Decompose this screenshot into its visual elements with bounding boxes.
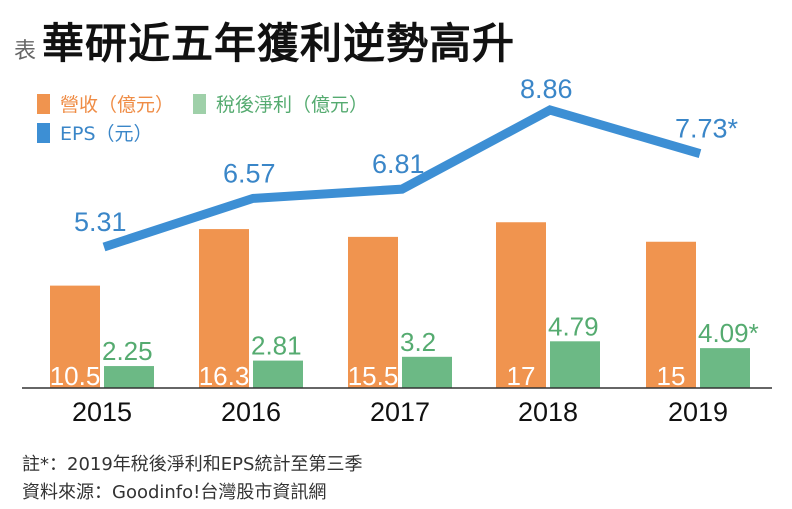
legend-label-net-income: 稅後淨利（億元） <box>216 94 369 116</box>
legend-label-eps: EPS（元） <box>60 123 153 145</box>
title-prefix: 表 <box>14 39 37 64</box>
revenue-bar <box>50 285 100 388</box>
eps-data-label: 5.31 <box>74 207 127 237</box>
net-income-data-label: 2.81 <box>251 331 302 361</box>
footnote: 註*：2019年稅後淨利和EPS統計至第三季 <box>22 454 363 475</box>
revenue-data-label: 10.5 <box>50 361 101 391</box>
legend-item-net-income: 稅後淨利（億元） <box>193 90 368 117</box>
x-tick-label: 2018 <box>518 397 578 427</box>
net-income-bar <box>550 341 600 388</box>
legend-label-revenue: 營收（億元） <box>60 94 175 116</box>
x-tick-label: 2016 <box>221 397 281 427</box>
net-income-data-label: 4.09* <box>698 318 759 348</box>
net-income-data-label: 4.79 <box>548 311 599 341</box>
revenue-bar <box>348 236 398 388</box>
x-tick-label: 2017 <box>370 397 430 427</box>
eps-data-label: 6.81 <box>372 149 425 179</box>
net-income-bar <box>253 360 303 388</box>
legend-swatch-revenue <box>37 93 50 114</box>
net-income-bar <box>700 348 750 388</box>
eps-data-label: 8.86 <box>520 74 573 104</box>
net-income-bar <box>104 366 154 388</box>
revenue-bar <box>646 241 696 388</box>
net-income-data-label: 3.2 <box>400 327 436 357</box>
legend-swatch-net-income <box>193 93 206 114</box>
eps-data-label: 6.57 <box>223 158 276 188</box>
x-tick-label: 2019 <box>668 397 728 427</box>
chart-title: 華研近五年獲利逆勢高升 <box>42 19 516 68</box>
revenue-bar <box>496 222 546 388</box>
source-note: 資料來源：Goodinfo!台灣股市資訊網 <box>22 482 327 503</box>
net-income-data-label: 2.25 <box>102 336 153 366</box>
revenue-data-label: 15.5 <box>348 361 399 391</box>
net-income-bar <box>402 356 452 388</box>
legend-item-revenue: 營收（億元） <box>37 90 174 117</box>
revenue-data-label: 15 <box>657 361 686 391</box>
legend-swatch-eps <box>37 122 50 143</box>
legend-item-eps: EPS（元） <box>37 119 153 146</box>
eps-data-label: 7.73* <box>675 114 739 144</box>
revenue-data-label: 16.3 <box>199 361 250 391</box>
revenue-bar <box>199 229 249 388</box>
x-tick-label: 2015 <box>72 397 132 427</box>
revenue-data-label: 17 <box>507 361 536 391</box>
